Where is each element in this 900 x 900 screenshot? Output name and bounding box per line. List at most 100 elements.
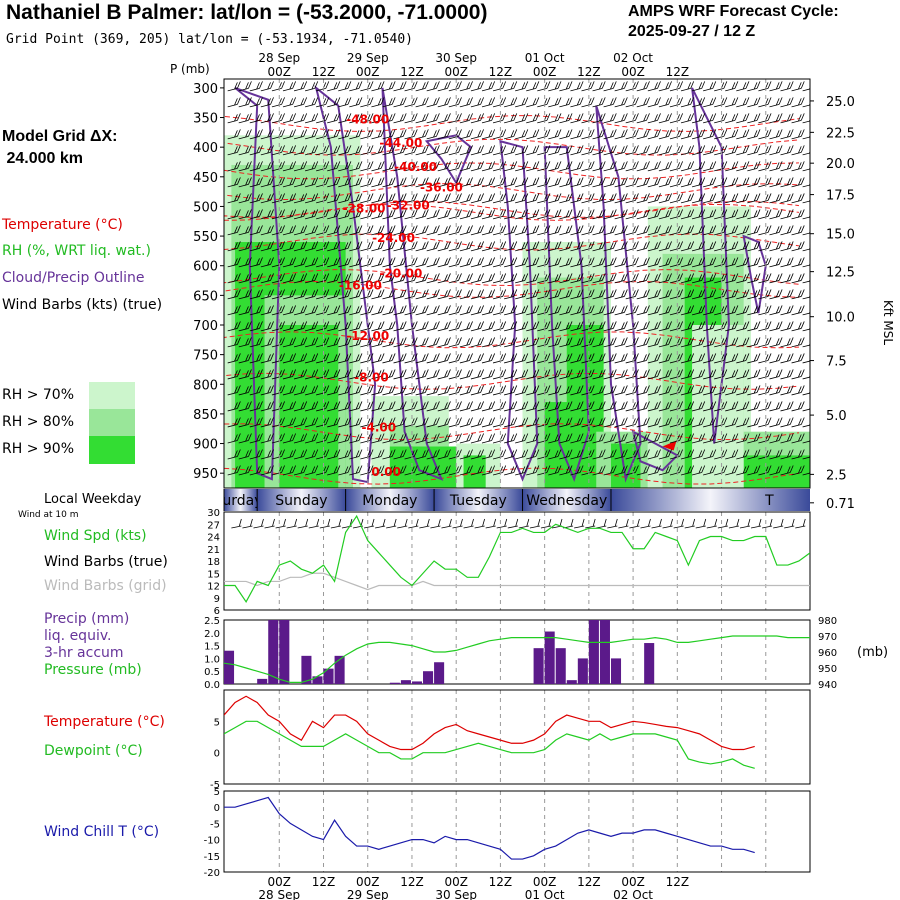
wind-barb-10m xyxy=(541,519,551,528)
wind-barb xyxy=(548,225,561,234)
wind-barb xyxy=(758,401,771,410)
precip-bar xyxy=(567,680,577,684)
wind-barb xyxy=(349,81,362,90)
wind-barb xyxy=(670,161,683,170)
wind-barb xyxy=(405,385,418,394)
precip-bar xyxy=(224,651,234,684)
wind-barb xyxy=(471,241,484,250)
wind-barb xyxy=(427,385,440,394)
wind-barb xyxy=(747,145,760,154)
wind-barb-10m xyxy=(784,519,794,528)
wind-barb xyxy=(626,161,639,170)
wind-barb xyxy=(526,81,539,90)
wind-barb xyxy=(559,129,572,138)
wind-barb xyxy=(416,289,429,298)
wind-barb xyxy=(637,81,650,90)
wind-barb-10m xyxy=(441,519,451,528)
wind-barb xyxy=(493,129,506,138)
wind-barb xyxy=(305,97,318,106)
wind-barb-10m xyxy=(585,519,595,528)
wind-barb xyxy=(703,161,716,170)
wind-barb xyxy=(670,81,683,90)
wind-barb xyxy=(792,193,805,202)
rh-region xyxy=(464,455,486,488)
wind-barb xyxy=(758,97,771,106)
wind-barb xyxy=(803,321,816,330)
wind-barb xyxy=(659,81,672,90)
wind-barb xyxy=(449,321,462,330)
temperature-line xyxy=(224,696,755,749)
precip-bar xyxy=(390,683,400,684)
wind-barb xyxy=(792,145,805,154)
wind-barb xyxy=(703,193,716,202)
wind-barb xyxy=(736,129,749,138)
wind-barb xyxy=(781,225,794,234)
wind-barb xyxy=(792,97,805,106)
bottom-hour-tick: 00Z xyxy=(268,875,292,889)
wind-barb xyxy=(438,225,451,234)
wind-barb xyxy=(460,337,473,346)
wind-barb xyxy=(714,193,727,202)
wind-barb xyxy=(758,385,771,394)
wind-barb xyxy=(504,113,517,122)
wind-barb xyxy=(626,97,639,106)
wind-barb xyxy=(449,305,462,314)
wind-barb xyxy=(493,385,506,394)
wind-barb xyxy=(692,113,705,122)
wind-barb xyxy=(604,113,617,122)
wind-barb xyxy=(703,97,716,106)
wind-barb xyxy=(681,177,694,186)
wind-barb xyxy=(327,81,340,90)
bottom-hour-tick: 00Z xyxy=(621,875,645,889)
wind-barb-10m xyxy=(497,519,507,528)
wind-barb xyxy=(581,177,594,186)
wind-barb xyxy=(548,129,561,138)
dewpoint-line xyxy=(224,721,755,768)
wind-barb xyxy=(725,161,738,170)
wind-barb xyxy=(681,193,694,202)
wind-barb xyxy=(781,305,794,314)
wind-barb xyxy=(526,193,539,202)
wind-barb xyxy=(493,257,506,266)
wind-barb xyxy=(803,129,816,138)
wind-barb xyxy=(648,97,661,106)
wind-barb-10m xyxy=(231,519,241,528)
bottom-date-tick: 02 Oct xyxy=(613,888,653,900)
height-tick-label: 10.0 xyxy=(826,311,855,326)
wind-barb xyxy=(792,113,805,122)
weekday-label: urday xyxy=(222,493,262,509)
wind-barb xyxy=(449,385,462,394)
wind-barb xyxy=(394,257,407,266)
panel-frame xyxy=(224,690,810,784)
wind-barb xyxy=(438,321,451,330)
wind-speed-tick: 30 xyxy=(207,508,220,519)
wind-barb xyxy=(615,401,628,410)
wind-barb xyxy=(460,257,473,266)
height-tick-label: 5.0 xyxy=(826,409,847,424)
bottom-hour-tick: 12Z xyxy=(312,875,336,889)
wind-barb xyxy=(471,129,484,138)
wind-barb xyxy=(581,225,594,234)
temperature-tick: 0 xyxy=(214,749,220,760)
wind-barb xyxy=(482,305,495,314)
wind-barb xyxy=(460,273,473,282)
wind-barb xyxy=(637,241,650,250)
top-hour-tick: 12Z xyxy=(312,65,336,79)
temperature-contour-label: -20.00 xyxy=(379,267,422,281)
wind-barb xyxy=(272,113,285,122)
wind-barb xyxy=(769,145,782,154)
grid-wind-line xyxy=(224,573,810,589)
top-hour-tick: 00Z xyxy=(268,65,292,79)
height-tick-label: 0.71 xyxy=(826,497,855,512)
wind-barb xyxy=(792,257,805,266)
weekday-band: urday Sunday Monday Tuesday Wednesday T xyxy=(222,489,810,511)
wind-barb-10m xyxy=(309,519,319,528)
wind-barb xyxy=(482,129,495,138)
wind-barb xyxy=(438,337,451,346)
wind-barb-10m xyxy=(663,519,673,528)
wind-barb xyxy=(449,113,462,122)
wind-barb xyxy=(769,81,782,90)
wind-barb xyxy=(416,321,429,330)
wind-barb xyxy=(482,353,495,362)
wind-barb-10m xyxy=(519,519,529,528)
